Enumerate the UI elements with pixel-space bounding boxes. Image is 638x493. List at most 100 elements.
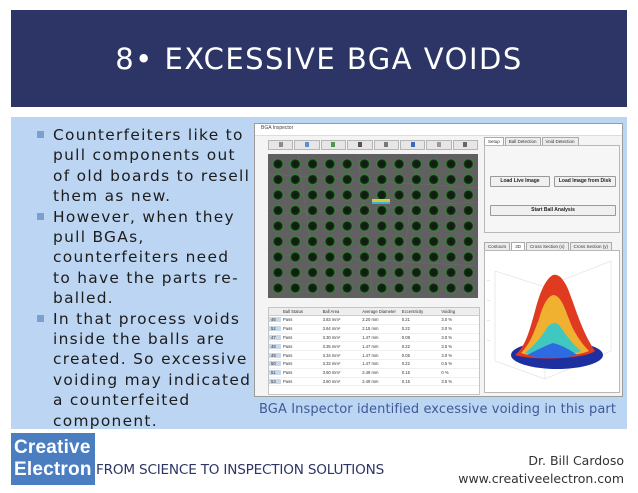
- solder-ball: [341, 189, 353, 201]
- table-cell: 52: [269, 326, 281, 332]
- tab-contours[interactable]: Contours: [484, 242, 511, 250]
- table-cell: 0.08: [401, 334, 410, 340]
- table-cell: 3.33 mm²: [322, 361, 341, 367]
- solder-ball: [376, 204, 388, 216]
- table-cell: 46: [269, 317, 281, 323]
- bullet-list: Counterfeiters like to pull components o…: [37, 125, 253, 431]
- solder-ball: [462, 220, 474, 232]
- solder-ball: [445, 236, 457, 248]
- solder-ball: [359, 173, 371, 185]
- solder-ball: [376, 251, 388, 263]
- toolbar-button[interactable]: [426, 140, 452, 150]
- solder-ball: [410, 236, 422, 248]
- table-row[interactable]: 53 Pass 3.60 mm² 2.49 mm 0.15 3.5 %: [269, 378, 479, 387]
- solder-ball: [376, 158, 388, 170]
- solder-ball: [324, 158, 336, 170]
- website-link[interactable]: www.creativeelectron.com: [458, 471, 624, 486]
- solder-ball: [462, 251, 474, 263]
- table-cell: 0.05: [401, 352, 410, 358]
- 3d-void-plot: — — — —: [484, 250, 620, 393]
- solder-ball: [359, 251, 371, 263]
- solder-ball: [289, 282, 301, 294]
- table-row[interactable]: 47 Pass 3.30 mm² 1.47 mm 0.08 3.0 %: [269, 334, 479, 343]
- table-header-cell[interactable]: Ball Status: [283, 309, 304, 314]
- toolbar-button[interactable]: [268, 140, 294, 150]
- bullet-item: Counterfeiters like to pull components o…: [37, 125, 253, 207]
- solder-ball: [307, 282, 319, 294]
- table-header-cell[interactable]: Average Diameter: [362, 309, 396, 314]
- solder-ball: [359, 282, 371, 294]
- table-cell: 3.5 %: [441, 378, 453, 384]
- solder-ball: [324, 220, 336, 232]
- solder-ball: [393, 220, 405, 232]
- solder-ball: [341, 236, 353, 248]
- tab-cross-section-y[interactable]: Cross Section (y): [569, 242, 613, 250]
- solder-ball: [289, 189, 301, 201]
- table-row[interactable]: 48 Pass 3.35 mm² 1.47 mm 0.22 3.5 %: [269, 342, 479, 352]
- solder-ball: [359, 267, 371, 279]
- tab-3d[interactable]: 3D: [511, 242, 526, 250]
- solder-ball: [393, 236, 405, 248]
- table-cell: 2.49 mm: [362, 378, 379, 384]
- solder-ball: [307, 267, 319, 279]
- solder-ball: [410, 204, 422, 216]
- table-row[interactable]: 51 Pass 3.60 mm² 2.49 mm 0.15 0 %: [269, 369, 479, 378]
- table-header-cell[interactable]: Voiding: [441, 309, 456, 314]
- solder-ball: [289, 173, 301, 185]
- toolbar-button[interactable]: [399, 140, 426, 150]
- table-row[interactable]: 46 Pass 3.83 mm² 2.20 mm 0.21 3.0 %: [269, 316, 479, 325]
- table-header-cell[interactable]: Eccentricity: [401, 309, 424, 314]
- solder-ball: [341, 173, 353, 185]
- bullet-item: In that process voids inside the balls a…: [37, 309, 253, 431]
- solder-ball: [428, 220, 440, 232]
- start-ball-analysis-button[interactable]: Start Ball Analysis: [490, 205, 616, 216]
- table-cell: 53: [269, 378, 281, 384]
- solder-ball: [289, 251, 301, 263]
- table-cell: Pass: [283, 378, 293, 384]
- table-cell: 3.0 %: [441, 352, 453, 358]
- solder-ball: [462, 158, 474, 170]
- solder-ball: [376, 236, 388, 248]
- tab-cross-section-x[interactable]: Cross Section (x): [526, 242, 569, 250]
- table-header: Ball Status Ball Area Average Diameter Ecce…: [269, 308, 479, 316]
- solder-ball: [341, 282, 353, 294]
- solder-ball: [428, 173, 440, 185]
- solder-ball: [376, 220, 388, 232]
- bga-inspector-screenshot: BGA Inspector: [254, 123, 623, 397]
- solder-ball: [324, 189, 336, 201]
- solder-ball-grid: [272, 158, 474, 294]
- table-cell: 1.47 mm: [362, 352, 379, 358]
- solder-ball: [359, 189, 371, 201]
- solder-ball: [359, 158, 371, 170]
- load-live-image-button[interactable]: Load Live Image: [490, 176, 550, 187]
- content-panel: Counterfeiters like to pull components o…: [11, 117, 627, 431]
- solder-ball: [428, 204, 440, 216]
- table-row[interactable]: 50 Pass 3.33 mm² 1.47 mm 0.22 0.5 %: [269, 360, 479, 369]
- table-cell: Pass: [283, 352, 293, 358]
- solder-ball: [272, 282, 284, 294]
- toolbar-button[interactable]: [347, 140, 373, 150]
- results-table: Ball Status Ball Area Average Diameter Ecce…: [268, 307, 480, 395]
- table-cell: 0.15: [401, 378, 410, 384]
- load-image-from-disk-button[interactable]: Load Image from Disk: [554, 176, 616, 187]
- table-cell: 47: [269, 334, 281, 340]
- toolbar-button[interactable]: [320, 140, 347, 150]
- solder-ball: [289, 236, 301, 248]
- solder-ball: [410, 173, 422, 185]
- solder-ball: [307, 158, 319, 170]
- solder-ball: [393, 251, 405, 263]
- table-row[interactable]: 52 Pass 3.64 mm² 2.15 mm 0.22 3.0 %: [269, 325, 479, 334]
- toolbar-button[interactable]: [452, 140, 478, 150]
- tab-ball-detection[interactable]: Ball Detection: [504, 137, 541, 145]
- table-header-cell[interactable]: Ball Area: [322, 309, 340, 314]
- solder-ball: [307, 236, 319, 248]
- tab-setup[interactable]: Setup: [484, 137, 504, 145]
- toolbar-button[interactable]: [373, 140, 399, 150]
- solder-ball: [445, 220, 457, 232]
- toolbar-button[interactable]: [294, 140, 320, 150]
- table-cell: 3.5 %: [441, 343, 453, 349]
- table-row[interactable]: 49 Pass 3.34 mm² 1.47 mm 0.05 3.0 %: [269, 351, 479, 360]
- table-cell: 0.5 %: [441, 361, 453, 367]
- tab-void-detection[interactable]: Void Detection: [541, 137, 579, 145]
- solder-ball: [289, 158, 301, 170]
